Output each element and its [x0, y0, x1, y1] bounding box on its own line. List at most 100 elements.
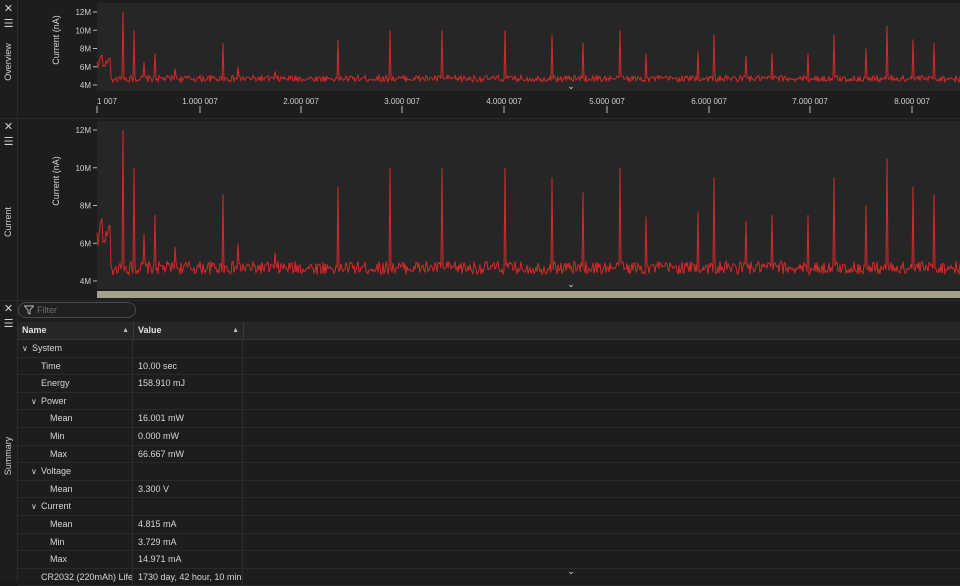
row-name: Time	[41, 360, 61, 371]
row-name-cell: ∨ Current	[18, 498, 133, 515]
table-row[interactable]: ∨ Power	[18, 392, 960, 411]
overview-sidebar: ✕ ☰ Overview	[0, 0, 18, 117]
summary-table: Name ▲ Value ▲ ∨ System Time 10.00 sec Energ…	[18, 322, 960, 586]
row-name: Min	[50, 536, 65, 547]
sort-icon[interactable]: ▲	[232, 327, 239, 334]
row-name-cell: Energy	[18, 375, 133, 392]
y-tick-label: 12M	[75, 126, 91, 135]
overview-panel: ✕ ☰ Overview Current (nA) 12M 10M 8M 6M 4M 1 …	[0, 0, 960, 117]
chevron-down-icon[interactable]: ∨	[22, 344, 28, 353]
table-row[interactable]: Mean 4.815 mA	[18, 515, 960, 534]
summary-panel: ✕ ☰ Summary	[0, 300, 960, 581]
table-row[interactable]: ∨ Voltage	[18, 463, 960, 481]
row-value	[134, 340, 243, 357]
row-value	[134, 498, 243, 515]
y-tick-label: 4M	[80, 81, 91, 90]
filter-input[interactable]	[37, 304, 132, 316]
row-value: 1730 day, 42 hour, 10 min	[134, 568, 243, 586]
filter-box[interactable]	[18, 302, 136, 318]
row-name: Max	[50, 554, 68, 565]
name-header-label: Name	[22, 325, 47, 335]
y-tick-label: 6M	[80, 63, 91, 72]
row-name-cell: Time	[18, 357, 133, 375]
chevron-down-icon[interactable]: ⌄	[567, 279, 575, 289]
menu-icon[interactable]: ☰	[3, 318, 14, 330]
row-value	[134, 463, 243, 480]
table-row[interactable]: Mean 16.001 mW	[18, 410, 960, 428]
table-row[interactable]: Min 3.729 mA	[18, 533, 960, 552]
row-name-cell: ∨ Voltage	[18, 463, 133, 480]
value-header-label: Value	[138, 325, 162, 335]
table-header: Name ▲ Value ▲	[18, 322, 960, 340]
row-name: CR2032 (220mAh) Life	[41, 571, 133, 582]
row-name-cell: Mean	[18, 410, 133, 427]
table-body: ∨ System Time 10.00 sec Energy 158.910 mJ ∨ Pow…	[18, 340, 960, 586]
row-value: 158.910 mJ	[134, 375, 243, 392]
chevron-down-icon[interactable]: ⌄	[567, 81, 575, 91]
current-trace-line	[96, 11, 960, 84]
overview-chart[interactable]: 12M 10M 8M 6M 4M 1 007 1.000 007 2.000 007 3.000…	[0, 0, 960, 117]
chevron-down-icon[interactable]: ∨	[31, 396, 37, 406]
table-row[interactable]: Energy 158.910 mJ	[18, 375, 960, 393]
row-value: 3.300 V	[134, 480, 243, 498]
table-row[interactable]: Mean 3.300 V	[18, 480, 960, 499]
horizontal-scrollbar[interactable]	[97, 291, 960, 298]
table-row[interactable]: Min 0.000 mW	[18, 427, 960, 446]
row-name: System	[32, 343, 63, 353]
row-name: Energy	[41, 378, 70, 389]
y-tick-label: 6M	[80, 239, 91, 248]
name-column-header[interactable]: Name ▲	[18, 322, 134, 339]
current-plot[interactable]	[97, 121, 960, 289]
table-row[interactable]: CR2032 (220mAh) Life 1730 day, 42 hour, 1…	[18, 568, 960, 586]
table-row[interactable]: ∨ Current	[18, 498, 960, 516]
row-name: Min	[50, 430, 65, 441]
row-name-cell: Min	[18, 533, 133, 551]
row-value: 3.729 mA	[134, 533, 243, 551]
chevron-down-icon[interactable]: ⌄	[567, 566, 575, 576]
row-value: 0.000 mW	[134, 427, 243, 445]
row-value: 4.815 mA	[134, 515, 243, 533]
row-value: 66.667 mW	[134, 445, 243, 463]
row-name-cell: Max	[18, 445, 133, 463]
x-tick-label: 6.000 007	[691, 97, 727, 106]
sort-icon[interactable]: ▲	[122, 327, 129, 334]
y-tick-label: 12M	[75, 8, 91, 17]
overview-plot[interactable]	[97, 3, 960, 91]
close-icon[interactable]: ✕	[3, 121, 14, 133]
x-tick-label: 5.000 007	[589, 97, 625, 106]
x-tick-label: 1 007	[97, 97, 118, 106]
menu-icon[interactable]: ☰	[3, 136, 14, 148]
row-value: 16.001 mW	[134, 410, 243, 427]
chevron-down-icon[interactable]: ∨	[31, 467, 37, 477]
table-row[interactable]: Time 10.00 sec	[18, 357, 960, 376]
close-icon[interactable]: ✕	[3, 303, 14, 315]
row-name-cell: CR2032 (220mAh) Life	[18, 568, 133, 586]
row-name-cell: Mean	[18, 515, 133, 533]
row-name: Max	[50, 448, 68, 459]
x-tick-label: 8.000 007	[894, 97, 930, 106]
table-row[interactable]: Max 66.667 mW	[18, 445, 960, 464]
row-name-cell: Max	[18, 551, 133, 568]
y-tick-label: 10M	[75, 26, 91, 35]
table-row[interactable]: ∨ System	[18, 340, 960, 358]
menu-icon[interactable]: ☰	[3, 18, 14, 30]
table-row[interactable]: Max 14.971 mA	[18, 551, 960, 569]
current-chart[interactable]: 12M 10M 8M 6M 4M	[0, 119, 960, 300]
row-value	[134, 392, 243, 410]
row-name: Mean	[50, 413, 73, 424]
value-column-header[interactable]: Value ▲	[134, 322, 244, 339]
row-name: Mean	[50, 483, 73, 494]
row-name-cell: ∨ Power	[18, 392, 133, 410]
row-value: 14.971 mA	[134, 551, 243, 568]
x-tick-label: 4.000 007	[486, 97, 522, 106]
row-name-cell: Mean	[18, 480, 133, 498]
row-name-cell: Min	[18, 427, 133, 445]
chevron-down-icon[interactable]: ∨	[31, 502, 37, 512]
row-name: Current	[41, 501, 72, 512]
close-icon[interactable]: ✕	[3, 3, 14, 15]
x-tick-label: 7.000 007	[792, 97, 828, 106]
y-tick-label: 8M	[80, 202, 91, 211]
current-panel: ✕ ☰ Current Current (nA) 12M 10M 8M 6M 4M ⌄	[0, 118, 960, 300]
row-name: Mean	[50, 518, 73, 529]
y-tick-label: 4M	[80, 277, 91, 286]
